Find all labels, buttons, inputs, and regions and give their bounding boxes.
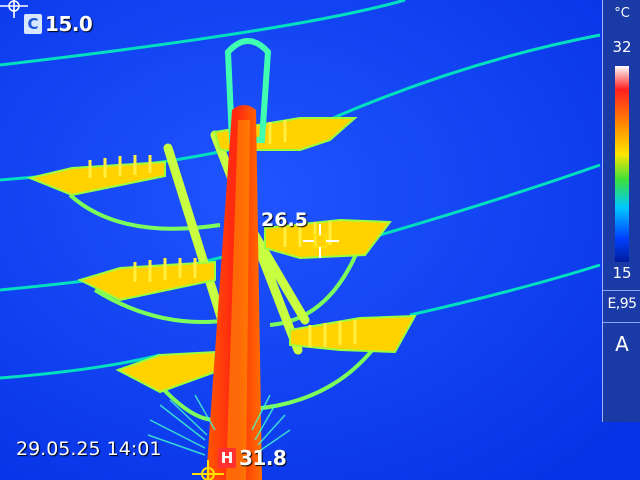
pole-hot-core — [226, 120, 250, 480]
power-line — [0, 353, 161, 380]
spot-crosshair-icon — [303, 224, 339, 258]
min-badge: C — [24, 14, 42, 34]
brace — [163, 143, 230, 335]
divider — [603, 290, 640, 291]
ground-glow — [147, 394, 291, 456]
emissivity-label: E,95 — [607, 296, 637, 312]
max-badge: H — [218, 448, 236, 468]
min-temp-readout: C 15.0 — [24, 12, 93, 36]
pole-top-loop — [224, 38, 272, 143]
unit-label: °C — [614, 6, 630, 21]
jumper-loop — [68, 193, 221, 231]
disc-ribs — [133, 258, 197, 282]
temperature-scale-panel: °C 32 15 E,95 A — [602, 0, 640, 422]
power-line — [0, 0, 406, 67]
hot-spot-marker-icon — [192, 460, 224, 480]
spot-temp-value: 26.5 — [261, 209, 308, 231]
insulator — [26, 160, 166, 197]
power-line — [379, 163, 601, 237]
scale-max-label: 32 — [612, 38, 632, 56]
cold-spot-marker-icon — [0, 0, 28, 18]
min-temp-value: 15.0 — [45, 12, 93, 36]
jumper-loop — [93, 288, 231, 324]
insulator — [289, 314, 417, 354]
max-temp-readout: H 31.8 — [218, 446, 287, 470]
power-line — [409, 263, 601, 317]
divider — [603, 322, 640, 323]
disc-ribs — [88, 155, 152, 178]
scale-min-label: 15 — [612, 264, 632, 282]
glow-rays — [147, 394, 291, 456]
disc-ribs — [308, 320, 357, 347]
max-temp-value: 31.8 — [239, 446, 287, 470]
timestamp: 29.05.25 14:01 — [16, 438, 162, 460]
mode-label: A — [615, 332, 629, 356]
color-scale-bar — [615, 66, 629, 262]
disc-ribs — [283, 221, 332, 247]
insulator — [264, 218, 392, 260]
